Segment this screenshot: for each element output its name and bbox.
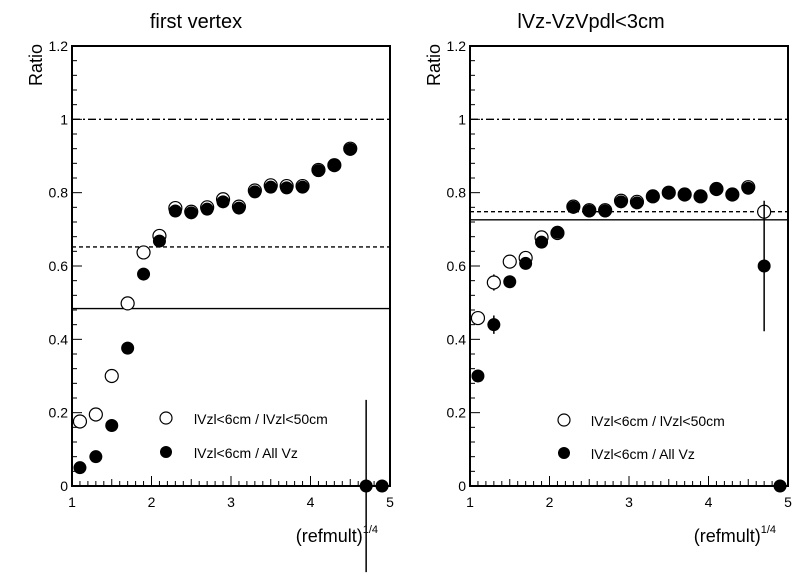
data-point-filled [646, 189, 660, 203]
x-tick-label: 1 [68, 494, 76, 510]
data-point-open [72, 414, 88, 429]
data-point-open [502, 254, 517, 269]
data-point-filled [550, 225, 564, 239]
data-point-filled [343, 142, 357, 156]
data-point-filled [375, 479, 389, 493]
data-point-filled [264, 180, 278, 194]
y-axis-label: Ratio [424, 44, 444, 86]
data-point-filled [471, 369, 485, 383]
y-tick-label: 1.2 [49, 38, 69, 54]
panel-first-vertex: first vertex Ratio (refmult)1/4 00.20.40… [26, 11, 394, 573]
data-point-open [120, 296, 135, 311]
legend-label: lVzl<6cm / lVzl<50cm [194, 411, 328, 427]
data-point-filled [121, 341, 135, 355]
data-point-filled [184, 206, 198, 220]
data-point-open [88, 407, 103, 422]
data-point-filled [709, 182, 723, 196]
x-axis-label: (refmult)1/4 [694, 524, 776, 546]
legend: lVzl<6cm / lVzl<50cm lVzl<6cm / All Vz [557, 413, 725, 462]
data-point-filled [519, 256, 533, 270]
y-tick-label: 0 [458, 478, 466, 494]
data-point-filled [359, 479, 373, 493]
data-point-open [104, 368, 119, 384]
x-axis-label-superscript: 1/4 [761, 524, 776, 536]
legend-label: lVzl<6cm / lVzl<50cm [591, 413, 725, 429]
data-point-filled [73, 461, 87, 475]
x-axis-label-text: (refmult) [296, 526, 363, 546]
legend-marker-open [159, 411, 173, 425]
legend-marker-filled [558, 447, 570, 459]
data-point-filled [216, 195, 230, 209]
data-point-filled [598, 204, 612, 218]
y-tick-label: 1 [60, 111, 68, 127]
legend-label: lVzl<6cm / All Vz [194, 445, 298, 461]
data-point-filled [232, 201, 246, 215]
plot-area: 0 0.2 0.4 0.6 0.8 1 1.2 1 2 3 4 5 [49, 38, 394, 573]
x-tick-label: 4 [705, 494, 713, 510]
y-tick-label: 0.8 [49, 185, 69, 201]
panel-vz-diff: lVz-VzVpdl<3cm Ratio (refmult)1/4 0 0.2 0.… [424, 11, 792, 546]
data-point-filled [311, 164, 325, 178]
data-point-filled [280, 181, 294, 195]
data-point-filled [614, 195, 628, 209]
chart-title: first vertex [150, 11, 242, 33]
x-axis-label-superscript: 1/4 [363, 524, 378, 536]
data-point-filled [487, 318, 501, 332]
y-tick-label: 0.4 [49, 331, 69, 347]
y-tick-label: 0.6 [49, 258, 69, 274]
y-tick-label: 1 [458, 111, 466, 127]
data-point-filled [248, 185, 262, 199]
data-point-filled [152, 234, 166, 248]
data-point-filled [168, 204, 182, 218]
y-tick-label: 0.2 [49, 405, 69, 421]
data-point-filled [662, 186, 676, 200]
data-point-filled [582, 204, 596, 218]
x-tick-label: 3 [227, 494, 235, 510]
y-axis-label: Ratio [26, 44, 46, 86]
data-point-open [486, 275, 501, 290]
x-tick-label: 2 [148, 494, 156, 510]
y-tick-label: 0.2 [447, 405, 467, 421]
data-point-filled [725, 188, 739, 201]
data-point-filled [296, 180, 310, 194]
chart-title: lVz-VzVpdl<3cm [517, 11, 664, 33]
data-point-filled [678, 188, 692, 201]
data-point-filled [741, 181, 755, 195]
x-tick-label: 4 [307, 494, 315, 510]
data-point-filled [535, 235, 549, 249]
data-point-filled [694, 189, 708, 203]
data-point-filled [773, 479, 787, 493]
legend: lVzl<6cm / lVzl<50cm lVzl<6cm / All Vz [159, 411, 328, 461]
y-tick-label: 0 [60, 478, 68, 494]
data-point-filled [200, 202, 214, 216]
y-tick-label: 0.4 [447, 331, 467, 347]
x-tick-label: 2 [546, 494, 554, 510]
legend-marker-open [557, 413, 571, 427]
data-point-filled [327, 158, 341, 172]
data-point-filled [89, 450, 103, 464]
x-tick-label: 5 [386, 494, 394, 510]
y-tick-label: 0.6 [447, 258, 467, 274]
y-tick-label: 0.8 [447, 185, 467, 201]
legend-label: lVzl<6cm / All Vz [591, 446, 695, 462]
y-tick-label: 1.2 [447, 38, 467, 54]
x-tick-label: 3 [625, 494, 633, 510]
x-axis-label-text: (refmult) [694, 526, 761, 546]
x-tick-label: 5 [784, 494, 792, 510]
data-point-open [470, 310, 486, 326]
legend-marker-filled [160, 446, 172, 458]
data-point-filled [503, 275, 517, 289]
data-point-filled [137, 267, 151, 281]
plot-area: 0 0.2 0.4 0.6 0.8 1 1.2 1 2 3 4 5 [447, 38, 793, 510]
data-point-filled [757, 259, 771, 273]
x-tick-label: 1 [466, 494, 474, 510]
data-point-filled [630, 196, 644, 210]
data-point-filled [566, 200, 580, 214]
data-point-open [136, 245, 151, 260]
data-point-filled [105, 419, 119, 432]
